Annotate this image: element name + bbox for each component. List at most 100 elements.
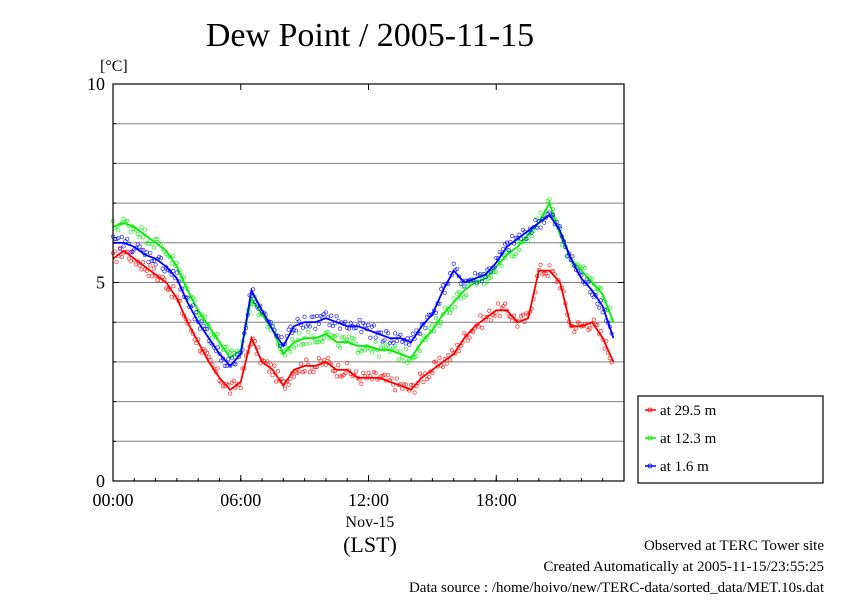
series-marker [547,197,552,202]
series-marker [467,335,472,340]
series-marker [274,379,279,384]
series-marker [572,330,577,335]
series-marker [359,330,364,335]
series-marker [421,379,426,385]
series-marker [213,370,218,375]
series-marker [590,276,595,281]
legend-swatch-marker [647,435,653,441]
series-marker [283,353,288,358]
series-marker [442,290,447,296]
series-marker [277,343,282,349]
series-marker [334,333,339,338]
legend: at 29.5 m at 12.3 m at 1.6 m [637,395,824,484]
series-marker [267,369,272,374]
series-marker [543,215,548,220]
series-marker [545,273,550,279]
series-marker [151,245,156,250]
series-marker [478,313,483,318]
series-marker [334,314,339,319]
legend-swatch-marker [647,407,653,413]
series-marker [306,329,311,334]
x-tick-label: 18:00 [476,490,517,510]
series-marker [448,357,453,363]
series-marker [352,336,357,342]
series-marker [222,363,227,368]
series-marker [135,259,140,264]
series-marker [517,247,522,252]
y-axis-ticks: 0 5 10 [87,74,624,491]
series-marker [510,254,515,259]
series-marker [338,345,343,350]
series-marker [190,303,195,308]
series-marker [141,248,146,253]
series-marker [118,247,123,252]
series-marker [417,331,423,336]
series-marker [359,349,364,354]
series-marker [197,315,202,320]
footer-created-text: Created Automatically at 2005-11-15/23:5… [543,559,824,575]
series-marker [283,386,288,391]
series-marker [433,359,438,364]
series-marker [125,236,130,241]
series-marker [487,308,492,313]
series-marker [206,354,211,359]
series-marker [529,230,534,235]
series-line [113,213,615,368]
series-marker [577,321,582,326]
series-marker [341,335,346,340]
series-marker [307,324,312,329]
series-marker [598,329,603,334]
series-marker [346,334,352,339]
series-marker [316,322,321,327]
series-marker [141,235,146,240]
series-marker [533,217,538,223]
series-marker [394,338,399,344]
series-marker [586,280,591,285]
series-marker [497,260,502,265]
legend-box [637,395,824,484]
series-marker [497,314,502,319]
series-marker [288,349,293,354]
series-marker [472,271,478,276]
series-marker [329,313,334,318]
series-marker [279,335,284,340]
series-marker [204,327,210,332]
series-layer [110,197,615,396]
series-marker [597,305,602,310]
series-marker [410,331,415,336]
series-marker [313,326,318,331]
series-marker [229,355,234,360]
series-marker [359,381,364,386]
footer-source-text: Data source : /home/hoivo/new/TERC-data/… [409,580,825,595]
series-marker [171,269,176,274]
series-marker [531,224,536,230]
series-marker [547,263,552,268]
series-marker [325,355,330,360]
series-marker [476,324,481,329]
series-marker [233,362,238,367]
series-marker [456,349,462,354]
series-marker [148,250,153,256]
series-marker [304,357,309,362]
series-marker [174,270,179,275]
series-marker [286,382,291,387]
series-marker [442,305,447,310]
series-marker [385,331,391,336]
series-marker [153,237,158,242]
series-marker [215,366,220,371]
series-marker [311,369,316,375]
series-marker [290,337,295,342]
y-tick-label: 5 [96,273,105,293]
series-marker [449,307,454,312]
series-marker [286,327,291,332]
series-marker [302,314,307,319]
series-marker [499,263,504,269]
x-axis-ticks: 00:00 06:00 12:00 18:00 [92,84,604,510]
series-group [110,245,615,396]
series-marker [171,284,176,289]
series-marker [297,331,302,336]
series-marker [371,323,376,328]
series-marker [318,358,323,364]
series-marker [314,340,320,345]
